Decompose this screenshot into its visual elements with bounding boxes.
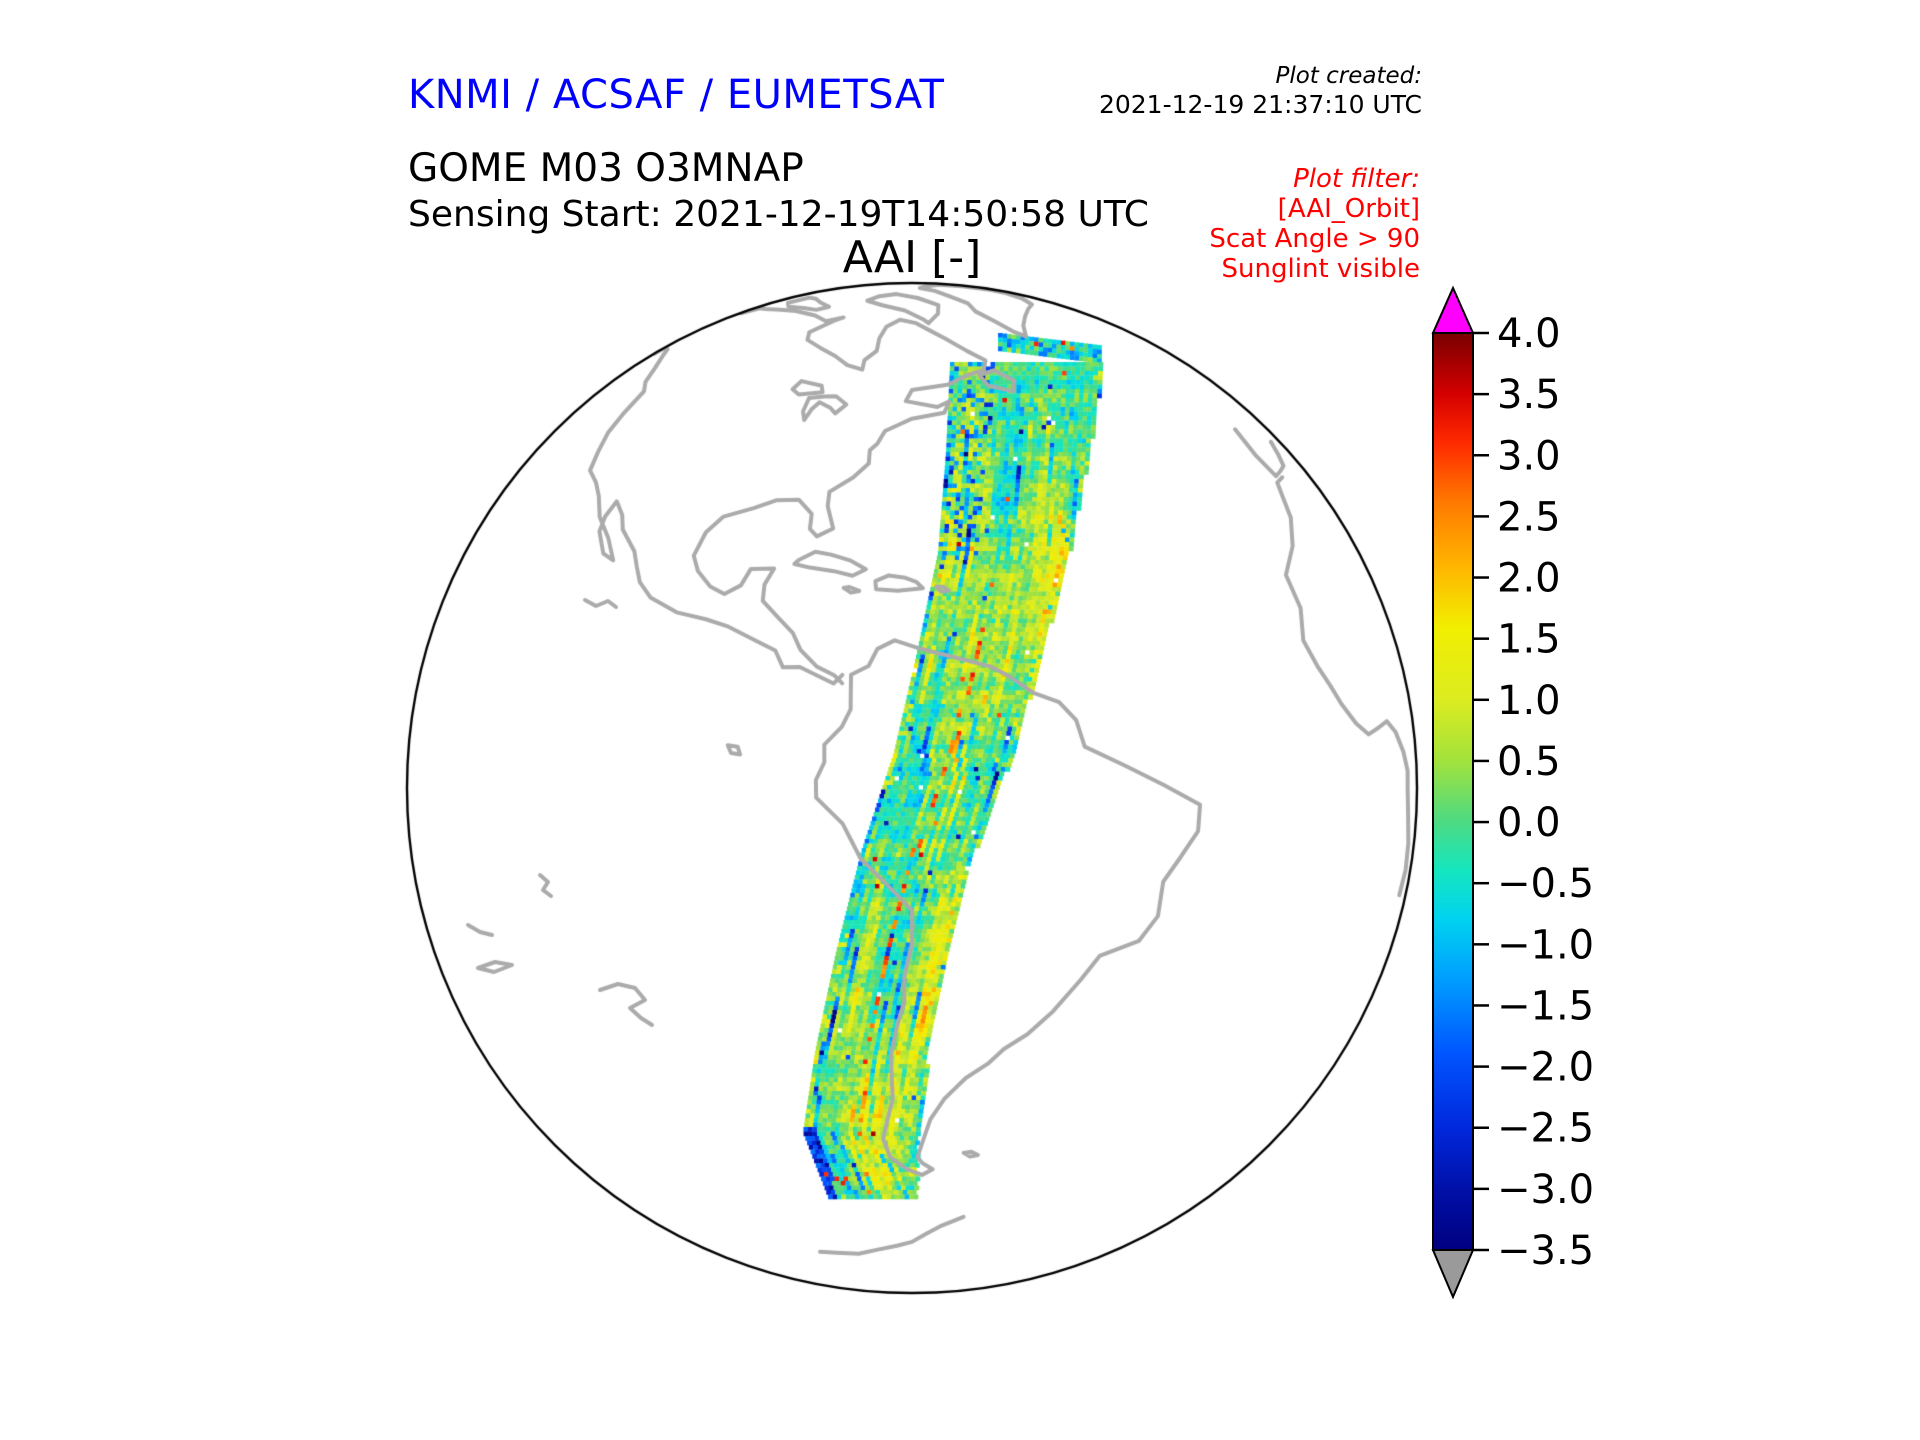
plot-created-label: Plot created: [1275, 63, 1422, 89]
sensing-start: Sensing Start: 2021-12-19T14:50:58 UTC [408, 194, 1149, 235]
plot-filter-line: Sunglint visible [1221, 254, 1420, 284]
plot-filter-block: Plot filter: [AAI_Orbit] Scat Angle > 90… [1209, 164, 1420, 284]
plot-created-value: 2021-12-19 21:37:10 UTC [1098, 90, 1422, 119]
product-name: GOME M03 O3MNAP [408, 146, 804, 191]
org-title: KNMI / ACSAF / EUMETSAT [408, 72, 945, 118]
plot-filter-line: Scat Angle > 90 [1209, 224, 1420, 254]
plot-created-block: Plot created: 2021-12-19 21:37:10 UTC [1099, 62, 1422, 120]
plot-filter-label: Plot filter: [1293, 164, 1420, 194]
map-title: AAI [-] [842, 232, 982, 283]
plot-filter-line: [AAI_Orbit] [1277, 194, 1420, 224]
